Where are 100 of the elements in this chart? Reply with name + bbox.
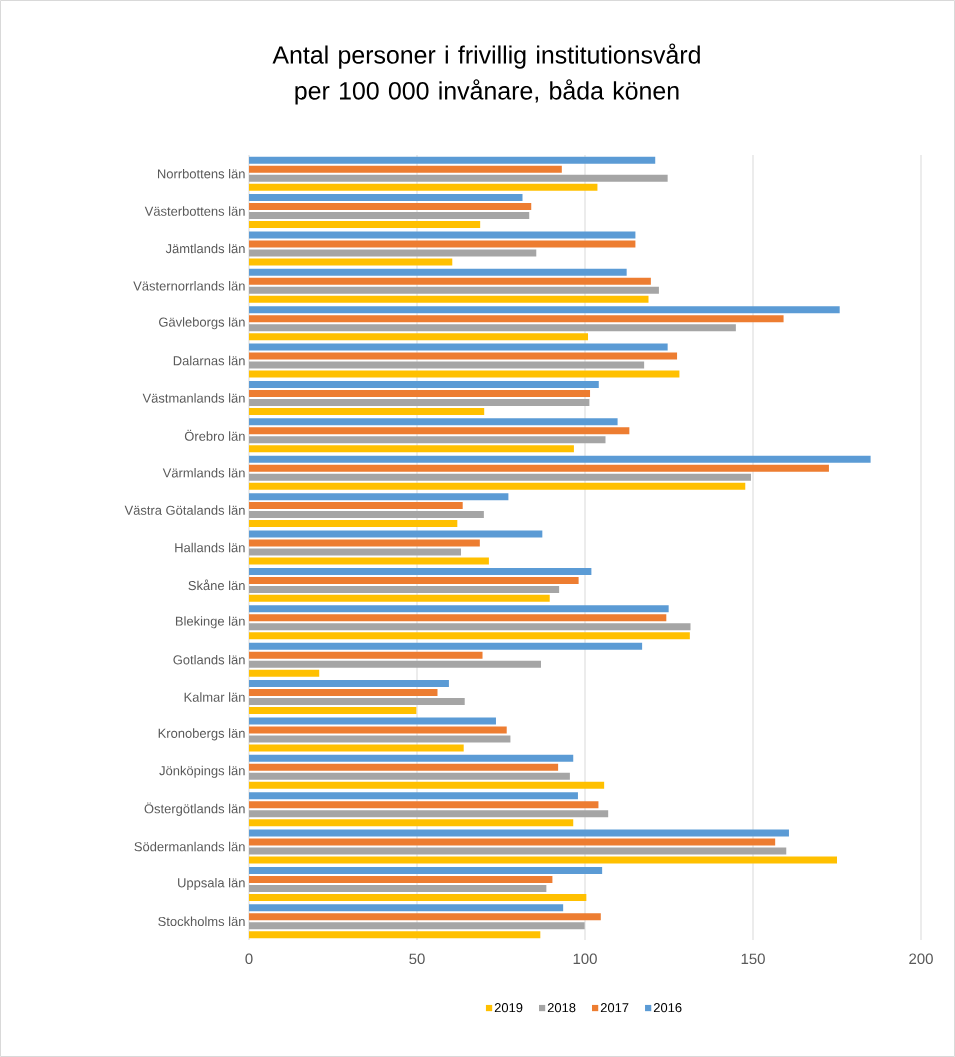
bar	[249, 165, 562, 173]
y-tick-label: Hallands län	[175, 542, 245, 553]
bar	[249, 183, 598, 191]
bar	[249, 398, 590, 406]
y-tick-label: Jämtlands län	[165, 243, 245, 254]
bar	[249, 520, 458, 528]
bar	[249, 258, 453, 266]
bar	[249, 669, 320, 677]
bar	[249, 875, 553, 883]
bar	[249, 735, 511, 743]
bar	[249, 594, 550, 602]
bar	[249, 856, 837, 864]
y-tick-label: Kalmar län	[184, 692, 245, 702]
legend-label: 2019	[494, 1003, 523, 1013]
bar	[249, 268, 627, 276]
bar	[249, 445, 574, 453]
y-tick-label: Västmanlands län	[142, 393, 245, 403]
y-tick-label: Dalarnas län	[173, 355, 245, 366]
y-tick-label: Kronobergs län	[158, 728, 245, 741]
y-tick-label: Värmlands län	[162, 467, 245, 478]
y-tick-label: Västernorrlands län	[133, 281, 245, 291]
y-tick-label: Örebro län	[184, 429, 245, 441]
bar	[249, 530, 543, 538]
bar	[249, 642, 643, 650]
bar	[249, 482, 746, 490]
bar	[249, 838, 776, 846]
y-tick-label: Skåne län	[188, 579, 245, 591]
bar	[249, 680, 449, 688]
bar	[249, 632, 690, 640]
y-tick-label: Blekinge län	[175, 616, 245, 629]
bar	[249, 772, 570, 780]
bar	[249, 389, 591, 397]
y-tick-label: Västra Götalands län	[124, 505, 245, 515]
bar	[249, 231, 636, 239]
bar	[249, 689, 438, 697]
legend-label: 2018	[547, 1003, 576, 1013]
bar	[249, 605, 669, 613]
bar	[249, 352, 678, 360]
bar	[249, 847, 787, 855]
bar	[249, 707, 417, 715]
bar	[249, 810, 609, 818]
bar	[249, 585, 560, 593]
chart-title: Antal personer i frivillig institutionsvård per 100 000 invånare, båda könen	[272, 43, 700, 105]
legend-label: 2017	[600, 1003, 629, 1013]
bar	[249, 651, 483, 659]
bar	[249, 212, 530, 220]
bar	[249, 333, 589, 341]
y-tick-label: Stockholms län	[158, 916, 245, 927]
bar	[249, 436, 606, 444]
bar	[249, 819, 574, 827]
x-tick-label: 50	[409, 953, 425, 965]
bar	[249, 557, 489, 565]
bar	[249, 539, 480, 547]
bar	[249, 754, 574, 762]
y-tick-label: Norrbottens län	[157, 168, 245, 179]
bar	[249, 884, 547, 892]
bar	[249, 623, 691, 631]
x-tick-label: 150	[741, 953, 765, 965]
bar	[249, 295, 649, 303]
y-tick-label: Östergötlands län	[144, 802, 245, 816]
bar	[249, 464, 829, 472]
bar	[249, 455, 871, 463]
bar	[249, 427, 630, 435]
bar	[249, 174, 668, 182]
bar	[249, 315, 784, 323]
bar	[249, 792, 578, 800]
bar	[249, 781, 605, 789]
bar	[249, 904, 564, 912]
bar	[249, 418, 618, 426]
bar	[249, 567, 592, 575]
y-tick-label: Uppsala län	[178, 877, 245, 890]
bar	[249, 249, 537, 257]
bar	[249, 614, 667, 622]
bar	[249, 221, 481, 229]
bar	[249, 473, 751, 481]
bar	[249, 829, 789, 837]
bar	[249, 511, 484, 519]
x-tick-label: 200	[909, 953, 933, 965]
x-tick-label: 100	[573, 953, 597, 965]
bar	[249, 502, 463, 510]
bar	[249, 277, 651, 285]
bar	[249, 361, 645, 369]
y-tick-label: Södermanlands län	[134, 841, 245, 852]
bar	[249, 931, 541, 939]
bar	[249, 660, 541, 668]
bar	[249, 893, 587, 901]
y-tick-label: Jönköpings län	[159, 765, 245, 778]
bar	[249, 801, 599, 809]
bar	[249, 548, 462, 556]
x-tick-label: 0	[245, 953, 253, 965]
y-tick-label: Gotlands län	[173, 654, 245, 665]
bar	[249, 493, 509, 501]
bar	[249, 324, 736, 332]
bar	[249, 380, 599, 388]
bar	[249, 913, 601, 921]
bar	[249, 922, 585, 930]
bar	[249, 763, 559, 771]
bar	[249, 698, 465, 706]
bar	[249, 156, 656, 164]
bar	[249, 203, 532, 211]
